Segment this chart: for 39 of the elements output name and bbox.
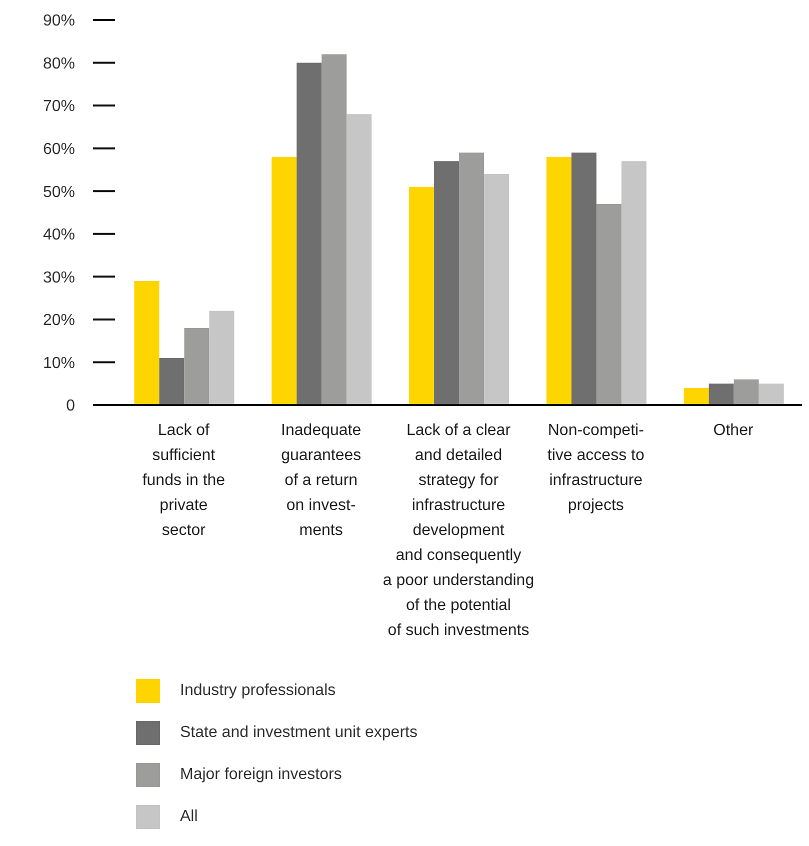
x-tick-label: Other [713,422,754,439]
bar [708,384,734,405]
y-tick-label: 30% [42,269,75,286]
legend-label: Industry professionals [180,682,336,700]
bar [459,152,484,405]
bar [434,161,460,405]
bar [346,114,372,405]
y-tick-label: 60% [42,141,75,158]
bar [322,54,347,405]
y-tick-label: 10% [42,354,75,372]
bar [734,379,759,405]
x-tick-label: Inadequate guarantees of a return on invest- ments [281,422,362,539]
y-tick-label: 70% [42,98,75,116]
bar [621,161,646,405]
y-tick-label: 0 [66,398,76,415]
y-tick-label: 20% [42,312,75,330]
x-tick-label: Lack of sufficient funds in the private sector [142,422,226,539]
x-tick-label: Non-competi- tive access to infrastructure projects [547,422,644,514]
y-tick-label: 50% [42,184,75,201]
bar [272,156,297,405]
legend-label: All [180,808,198,826]
legend-label: State and investment unit experts [180,724,418,742]
bar [684,388,709,405]
bar [571,152,596,405]
category-label: Lack of a clear and detailed strategy for infrastructure development and consequently a poor understanding of the potential of such investments [382,422,534,639]
bar [596,204,622,405]
bar [184,328,210,405]
bar [484,174,510,405]
bar [209,310,234,405]
bar [546,156,572,405]
bar [758,384,784,405]
legend-label: Major foreign investors [180,766,342,784]
y-tick-label: 80% [42,55,75,72]
y-tick-label: 40% [42,226,75,244]
y-tick-label: 90% [42,12,75,30]
bar [296,62,322,405]
bar [159,358,184,405]
bar [134,280,160,405]
bar [409,186,434,405]
